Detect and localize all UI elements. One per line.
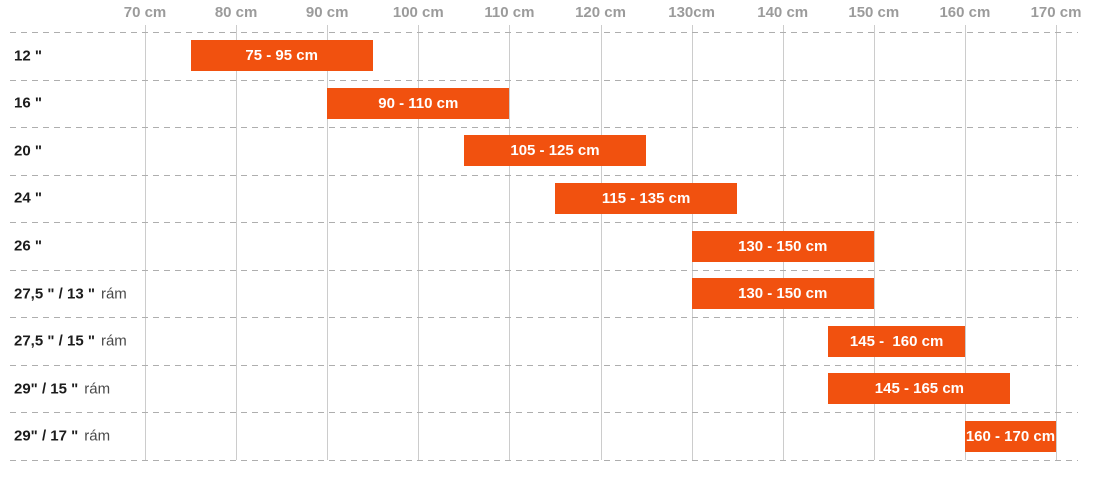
row-label-suffix: rám (84, 380, 111, 398)
x-tick-label: 140 cm (757, 4, 809, 21)
x-tick-label: 170 cm (1030, 4, 1082, 21)
row-label: 12 " (14, 47, 42, 64)
vertical-gridline (600, 25, 602, 460)
x-tick-label: 150 cm (848, 4, 900, 21)
horizontal-dashed-line (10, 174, 1078, 176)
range-bar: 115 - 135 cm (555, 182, 738, 214)
row-label-size: 12 " (14, 47, 42, 65)
horizontal-dashed-line (10, 127, 1078, 129)
row-label-size: 26 " (14, 237, 42, 255)
x-tick-label: 120 cm (575, 4, 626, 21)
x-tick-label: 80 cm (214, 4, 258, 21)
range-bar-label: 90 - 110 cm (378, 94, 459, 112)
vertical-gridline (418, 25, 420, 460)
row-label: 20 " (14, 142, 42, 159)
range-bar: 145 - 165 cm (828, 373, 1011, 405)
vertical-gridline (327, 25, 329, 460)
row-label-size: 29" / 15 " (14, 380, 79, 398)
vertical-gridline (1056, 25, 1057, 460)
range-bar: 90 - 110 cm (327, 87, 510, 119)
row-label: 26 " (14, 238, 42, 255)
x-tick-label: 130cm (668, 4, 715, 21)
row-label-size: 20 " (14, 142, 42, 160)
row-label: 27,5 " / 15 " rám (14, 333, 127, 350)
row-label-size: 16 " (14, 94, 42, 112)
range-bar: 130 - 150 cm (691, 278, 874, 310)
range-bar-label: 160 - 170 cm (965, 427, 1056, 445)
range-bar-label: 75 - 95 cm (245, 47, 318, 65)
range-bar: 160 - 170 cm (964, 420, 1056, 452)
range-bar: 105 - 125 cm (463, 135, 647, 167)
vertical-gridline (873, 25, 875, 460)
horizontal-dashed-line (10, 32, 1078, 33)
x-tick-label: 160 cm (939, 4, 991, 21)
horizontal-dashed-line (10, 317, 1078, 319)
vertical-gridline (145, 25, 146, 460)
horizontal-dashed-line (10, 222, 1078, 224)
range-bar: 145 - 160 cm (828, 325, 965, 357)
range-bar-label: 115 - 135 cm (601, 189, 691, 207)
range-bar: 75 - 95 cm (190, 40, 373, 72)
row-label-size: 29" / 17 " (14, 427, 79, 445)
range-bar-label: 105 - 125 cm (510, 142, 600, 160)
range-bar-label: 145 - 165 cm (874, 380, 964, 398)
horizontal-dashed-line (10, 460, 1078, 461)
row-label-size: 27,5 " / 13 " (14, 285, 95, 303)
row-label-suffix: rám (100, 332, 127, 350)
row-label-suffix: rám (84, 427, 111, 445)
horizontal-dashed-line (10, 269, 1078, 271)
row-label: 27,5 " / 13 " rám (14, 285, 127, 302)
row-label-suffix: rám (100, 285, 127, 303)
row-label: 29" / 17 " rám (14, 428, 110, 445)
row-label: 24 " (14, 190, 42, 207)
range-bar: 130 - 150 cm (691, 230, 874, 262)
row-label-size: 24 " (14, 189, 42, 207)
horizontal-dashed-line (10, 79, 1078, 81)
x-tick-label: 110 cm (484, 4, 535, 21)
vertical-gridline (509, 25, 511, 460)
horizontal-dashed-line (10, 364, 1078, 366)
row-label-size: 27,5 " / 15 " (14, 332, 95, 350)
row-label: 29" / 15 " rám (14, 380, 110, 397)
x-tick-label: 90 cm (305, 4, 349, 21)
x-tick-label: 100 cm (392, 4, 444, 21)
range-bar-label: 130 - 150 cm (738, 237, 828, 255)
x-tick-label: 70 cm (123, 4, 167, 21)
horizontal-dashed-line (10, 412, 1078, 414)
range-bar-label: 130 - 150 cm (738, 285, 828, 303)
vertical-gridline (964, 25, 966, 460)
range-bar-label: 145 - 160 cm (849, 332, 944, 350)
row-label: 16 " (14, 95, 42, 112)
vertical-gridline (236, 25, 238, 460)
